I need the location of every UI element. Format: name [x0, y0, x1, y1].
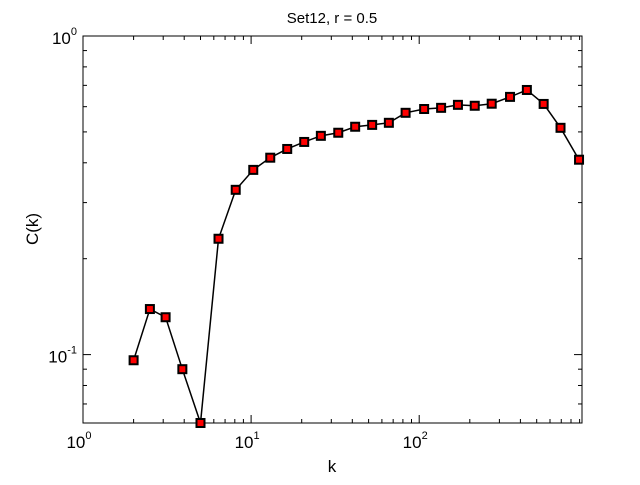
- data-point: [315, 130, 326, 141]
- data-point: [555, 122, 566, 133]
- data-point: [265, 152, 276, 163]
- data-point: [469, 100, 480, 111]
- plot-frame: [82, 35, 583, 424]
- ticks: 100 101 102 10-1 100: [48, 26, 582, 452]
- data-point: [350, 121, 361, 132]
- data-point: [400, 107, 411, 118]
- x-tick-label: 101: [235, 430, 260, 452]
- data-point: [299, 136, 310, 147]
- y-axis-label: C(k): [23, 213, 42, 245]
- axes: [82, 35, 583, 424]
- x-tick-label: 100: [66, 430, 91, 452]
- data-point: [538, 98, 549, 109]
- data-point: [213, 233, 224, 244]
- x-axis-label: k: [328, 457, 337, 476]
- data-point: [486, 98, 497, 109]
- x-tick-label: 102: [403, 430, 428, 452]
- data-point: [144, 304, 155, 315]
- data-point: [248, 164, 259, 175]
- y-tick-label: 10-1: [48, 345, 77, 367]
- data-point: [128, 355, 139, 366]
- data-point: [333, 127, 344, 138]
- data-point: [574, 154, 585, 165]
- data-point: [367, 119, 378, 130]
- data-point: [452, 99, 463, 110]
- data-point: [160, 312, 171, 323]
- data-point: [282, 143, 293, 154]
- data-point: [177, 364, 188, 375]
- data-point: [505, 91, 516, 102]
- data-point: [419, 104, 430, 115]
- data-point: [436, 102, 447, 113]
- data-point: [195, 418, 206, 428]
- series: [128, 84, 585, 428]
- y-tick-label: 100: [52, 26, 77, 48]
- series-line: [132, 89, 580, 424]
- data-point: [230, 184, 241, 195]
- chart-title: Set12, r = 0.5: [287, 10, 377, 27]
- data-point: [383, 117, 394, 128]
- data-point: [521, 84, 532, 95]
